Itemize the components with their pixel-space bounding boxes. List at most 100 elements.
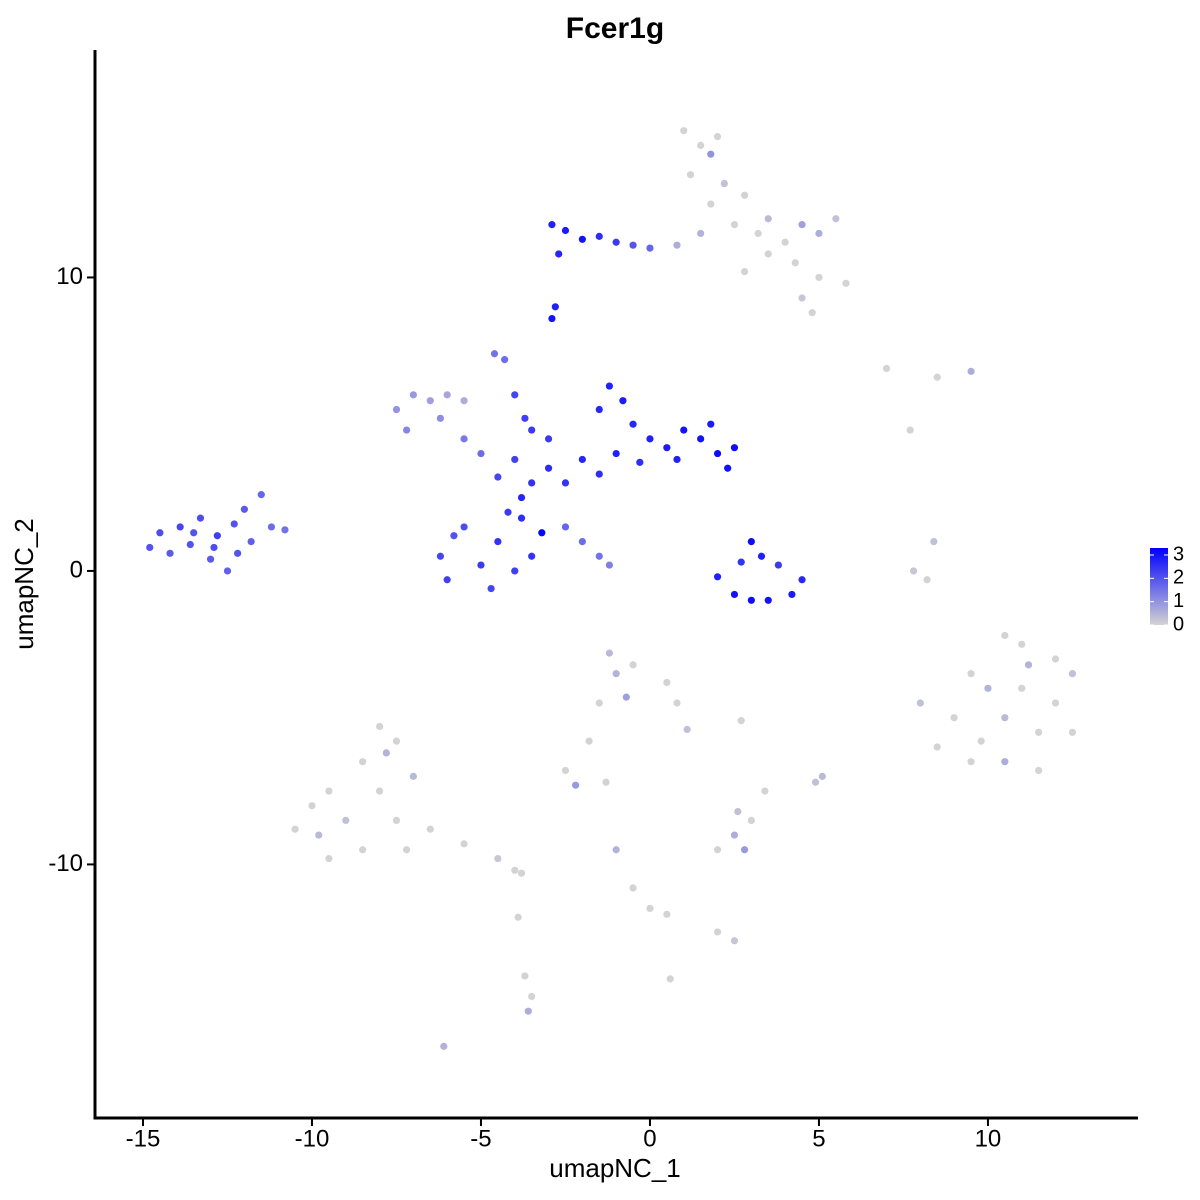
cell-point [382,749,390,757]
cell-point [595,405,603,414]
cell-point [595,552,603,560]
cell-point [730,831,739,839]
cell-point [578,235,586,243]
cell-point [514,913,522,921]
cell-point [281,526,289,534]
cell-point [595,699,603,707]
cell-point [460,435,468,443]
cell-point [747,537,755,546]
cell-point [460,523,468,531]
cell-point [403,426,411,434]
cell-point [612,449,620,458]
cell-point [612,670,620,678]
cell-point [548,314,556,323]
cell-point [595,232,603,240]
cell-point [730,590,739,599]
y-tick-label: 0 [70,556,83,583]
cell-point [359,758,367,766]
cell-point [697,141,705,149]
cell-point [697,435,705,443]
cell-point [443,576,451,584]
cell-point [460,840,468,848]
cell-point [730,937,739,945]
cell-point [933,743,941,751]
cell-point [517,514,526,522]
cell-point [528,426,536,434]
cell-point [629,241,637,249]
cell-point [909,567,918,575]
cell-point [1051,699,1060,707]
cell-point [186,540,194,549]
cell-point [190,529,198,537]
cell-point [504,508,512,516]
cell-point [724,464,732,472]
cell-point [1051,655,1060,663]
cell-point [612,846,620,854]
x-axis-label: umapNC_1 [549,1153,681,1183]
cell-point [342,816,350,825]
cell-point [494,854,502,863]
cell-point [713,132,722,141]
cell-point [636,458,644,466]
cell-point [494,473,502,481]
cell-point [622,693,630,701]
cell-point [734,807,742,816]
cell-point [1068,728,1077,736]
cell-point [551,303,559,311]
cell-point [511,391,519,399]
cell-point [267,523,276,531]
cell-point [815,229,823,238]
cell-point [578,537,586,546]
cell-point [916,699,924,707]
cell-point [561,479,570,487]
cell-point [426,397,434,405]
cell-point [815,273,823,282]
cell-point [521,972,529,980]
cell-point [409,391,417,399]
cell-point [1001,714,1009,722]
cell-point [673,699,681,707]
cell-point [392,405,401,414]
cell-point [680,426,688,434]
chart-title: Fcer1g [566,12,664,45]
cell-point [923,576,931,584]
cell-point [240,505,248,513]
cell-point [761,787,769,795]
cell-point [707,200,715,208]
cell-point [737,558,745,566]
cell-point [578,455,586,464]
cell-point [747,596,755,604]
cell-point [291,825,299,833]
cell-point [528,479,536,487]
cell-point [544,464,553,472]
cell-point [585,737,593,745]
cell-point [666,975,674,983]
colorbar-tick-label: 2 [1173,567,1184,589]
cell-point [521,414,529,422]
cell-point [680,127,688,135]
cell-point [707,150,715,158]
y-tick-label: 10 [56,263,83,290]
cell-point [538,529,546,537]
cell-point [426,825,434,833]
cell-point [440,1042,448,1050]
cell-point [730,444,739,452]
cell-point [548,221,556,229]
cell-point [247,537,255,546]
cell-point [524,1007,532,1015]
cell-point [697,229,705,238]
cell-point [196,514,205,522]
cell-point [984,684,992,692]
cell-point [490,350,499,358]
cell-point [646,435,654,443]
x-tick-label: -10 [295,1125,330,1152]
cell-point [646,904,654,913]
colorbar-tick-label: 0 [1173,613,1184,635]
cell-point [930,537,938,546]
cell-point [166,549,174,557]
cell-point [629,884,637,892]
cell-point [477,449,485,458]
cell-point [757,552,766,560]
x-tick-label: -5 [470,1125,491,1152]
